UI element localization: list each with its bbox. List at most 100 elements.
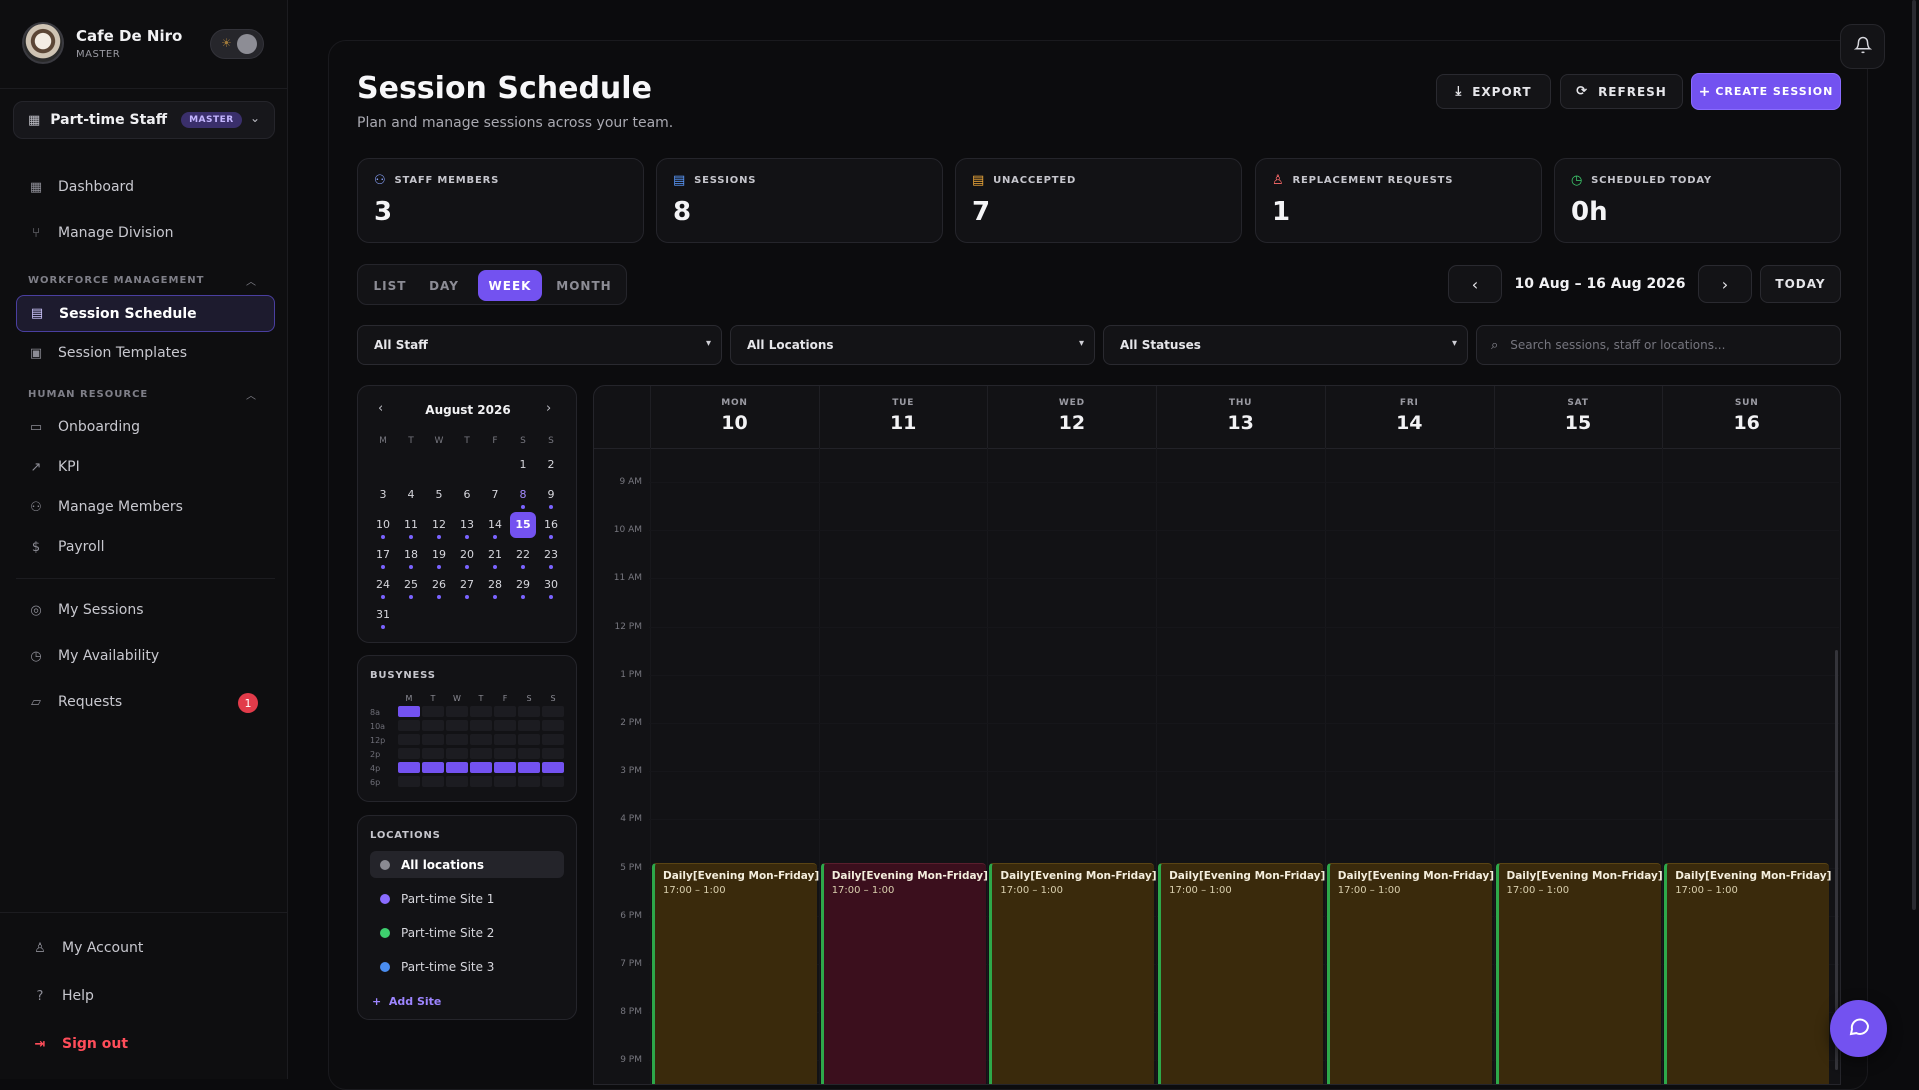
create-session-button[interactable]: + CREATE SESSION [1691,73,1841,110]
mini-calendar-day[interactable]: 23 [538,542,564,569]
sidebar-item-session-templates[interactable]: ▣ Session Templates [16,335,275,371]
search-field[interactable]: ⌕ [1476,325,1841,365]
mini-calendar-day[interactable]: 11 [398,512,424,539]
mini-calendar-day[interactable]: 24 [370,572,396,599]
chevron-up-icon[interactable]: ︿ [246,391,256,402]
mini-calendar-day[interactable]: 26 [426,572,452,599]
day-header[interactable]: FRI 14 [1324,386,1493,448]
day-header[interactable]: SUN 16 [1662,386,1830,448]
mini-calendar-day[interactable]: 4 [407,488,415,501]
mini-calendar-day[interactable]: 28 [482,572,508,599]
sidebar-item-my-account[interactable]: ♙ My Account [20,930,279,966]
sidebar-item-kpi[interactable]: ↗ KPI [16,449,275,485]
mini-calendar-day[interactable]: 14 [482,512,508,539]
mini-calendar-day[interactable]: 2 [547,458,555,471]
sidebar-item-requests[interactable]: ▱ Requests 1 [16,684,275,720]
mini-calendar-day[interactable]: 25 [398,572,424,599]
next-week-button[interactable]: › [1698,265,1752,303]
tab-week[interactable]: WEEK [478,270,542,301]
mini-calendar-day[interactable]: 3 [379,488,387,501]
sign-out-button[interactable]: ⇥ Sign out [20,1026,279,1062]
tab-day[interactable]: DAY [429,278,459,293]
refresh-button[interactable]: ⟳ REFRESH [1560,74,1683,109]
mini-calendar-day[interactable]: 15 [510,512,536,538]
session-event[interactable]: Daily[Evening Mon-Friday] 17:00 – 1:00 [989,863,1157,1084]
mini-calendar-weekday: T [408,436,414,446]
mini-calendar-day[interactable]: 6 [463,488,471,501]
location-item-all[interactable]: All locations [370,851,564,878]
tab-list[interactable]: LIST [373,278,407,293]
mini-calendar-day[interactable]: 1 [519,458,527,471]
mini-calendar-day[interactable]: 17 [370,542,396,569]
sidebar-item-help[interactable]: ? Help [20,978,279,1014]
mini-calendar-day[interactable]: 27 [454,572,480,599]
day-header[interactable]: WED 12 [987,386,1155,448]
session-time: 17:00 – 1:00 [1000,885,1064,896]
event-dot [493,565,497,569]
sidebar-item-session-schedule[interactable]: ▤ Session Schedule [16,295,275,332]
location-item-site-2[interactable]: Part-time Site 2 [370,919,564,946]
mini-calendar-day[interactable]: 20 [454,542,480,569]
session-event[interactable]: Daily[Evening Mon-Friday] 17:00 – 1:00 [1495,863,1663,1084]
day-header[interactable]: SAT 15 [1493,386,1662,448]
clock-icon: ◷ [1571,173,1584,188]
mini-calendar-day[interactable]: 12 [426,512,452,539]
mini-calendar-day[interactable]: 21 [482,542,508,569]
hour-gridline [649,530,1839,532]
chevron-left-icon[interactable]: ‹ [378,401,384,416]
mini-calendar-day[interactable]: 31 [370,602,396,629]
sidebar-item-my-sessions[interactable]: ◎ My Sessions [16,592,275,628]
busyness-weekday: W [453,694,461,703]
chat-button[interactable] [1830,1000,1887,1057]
today-button[interactable]: TODAY [1760,265,1841,303]
day-header[interactable]: TUE 11 [818,386,987,448]
page-scrollbar[interactable] [1912,0,1916,910]
sidebar-item-my-availability[interactable]: ◷ My Availability [16,638,275,674]
location-filter-select[interactable]: All Locations ▾ [730,325,1095,365]
mini-calendar-day[interactable]: 7 [491,488,499,501]
export-button[interactable]: ⤓ EXPORT [1436,74,1551,109]
sidebar-item-manage-members[interactable]: ⚇ Manage Members [16,489,275,525]
chevron-right-icon[interactable]: › [546,401,552,416]
tab-month[interactable]: MONTH [556,278,612,293]
add-site-button[interactable]: + Add Site [372,995,441,1008]
day-header[interactable]: MON 10 [650,386,818,448]
mini-calendar-day[interactable]: 16 [538,512,564,539]
mini-calendar-day[interactable]: 10 [370,512,396,539]
status-filter-select[interactable]: All Statuses ▾ [1103,325,1468,365]
location-item-site-1[interactable]: Part-time Site 1 [370,885,564,912]
mini-calendar-day[interactable]: 13 [454,512,480,539]
sidebar-item-onboarding[interactable]: ▭ Onboarding [16,409,275,445]
location-item-site-3[interactable]: Part-time Site 3 [370,953,564,980]
clipboard-icon: ▭ [29,419,43,435]
search-input[interactable] [1510,338,1811,352]
sidebar-item-dashboard[interactable]: ▦ Dashboard [16,169,275,205]
users-icon: ⚇ [30,499,42,515]
session-event[interactable]: Daily[Evening Mon-Friday] 17:00 – 1:00 [652,863,819,1084]
session-event[interactable]: Daily[Evening Mon-Friday] 17:00 – 1:00 [1664,863,1831,1084]
mini-calendar-day[interactable]: 19 [426,542,452,569]
sidebar-item-payroll[interactable]: $ Payroll [16,529,275,565]
mini-calendar-day[interactable]: 5 [435,488,443,501]
day-header[interactable]: THU 13 [1156,386,1324,448]
mini-calendar-day[interactable]: 9 [538,482,564,509]
session-event[interactable]: Daily[Evening Mon-Friday] 17:00 – 1:00 [820,863,988,1084]
event-dot [465,565,469,569]
mini-calendar-day[interactable]: 18 [398,542,424,569]
theme-toggle[interactable]: ☀ [210,29,264,59]
grid-scrollbar[interactable] [1835,650,1838,1070]
previous-week-button[interactable]: ‹ [1448,265,1502,303]
staff-filter-select[interactable]: All Staff ▾ [357,325,722,365]
create-session-label: CREATE SESSION [1715,85,1834,98]
notifications-button[interactable] [1840,24,1885,69]
session-event[interactable]: Daily[Evening Mon-Friday] 17:00 – 1:00 [1326,863,1494,1084]
session-event[interactable]: Daily[Evening Mon-Friday] 17:00 – 1:00 [1158,863,1325,1084]
mini-calendar-day[interactable]: 29 [510,572,536,599]
workspace-switcher[interactable]: ▦ Part-time Staff MASTER ⌄ [13,101,275,139]
sidebar-item-manage-division[interactable]: ⑂ Manage Division [16,215,275,251]
chevron-up-icon[interactable]: ︿ [246,277,256,288]
brand[interactable]: Cafe De Niro MASTER [22,22,182,64]
mini-calendar-day[interactable]: 8 [510,482,536,509]
mini-calendar-day[interactable]: 22 [510,542,536,569]
mini-calendar-day[interactable]: 30 [538,572,564,599]
